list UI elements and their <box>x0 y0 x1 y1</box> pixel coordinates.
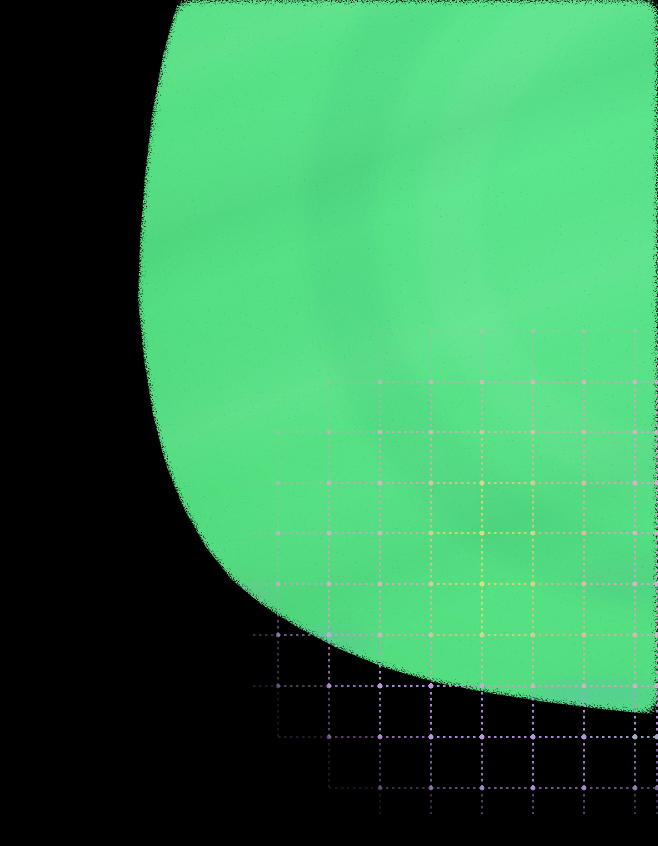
grid-node <box>429 531 433 535</box>
grid-node <box>633 633 637 637</box>
grid-node <box>429 329 433 333</box>
grid-node <box>429 633 433 637</box>
grid-node <box>480 582 484 586</box>
grid-node <box>655 582 658 586</box>
grid-node <box>531 531 535 535</box>
grid-node <box>633 735 637 739</box>
grid-node <box>480 786 484 790</box>
grid-node <box>531 430 535 434</box>
grid-node <box>327 380 331 384</box>
grid-node <box>276 582 280 586</box>
grid-node <box>582 329 586 333</box>
grid-node <box>429 786 433 790</box>
grid-node <box>633 582 637 586</box>
grid-node <box>327 531 331 535</box>
grid-node <box>378 684 382 688</box>
grid-node <box>480 380 484 384</box>
grid-node <box>531 481 535 485</box>
grid-node <box>633 531 637 535</box>
grid-node <box>633 380 637 384</box>
grid-node <box>582 380 586 384</box>
grid-node <box>378 531 382 535</box>
grid-node <box>531 633 535 637</box>
grid-node <box>582 633 586 637</box>
grid-node <box>655 329 658 333</box>
grid-node <box>378 633 382 637</box>
grid-node <box>633 786 637 790</box>
grid-node <box>531 684 535 688</box>
grid-node <box>378 735 382 739</box>
grid-node <box>327 735 331 739</box>
grid-node <box>276 430 280 434</box>
grid-node <box>378 380 382 384</box>
grid-node <box>655 633 658 637</box>
grid-node <box>429 430 433 434</box>
grid-node <box>276 684 280 688</box>
grid-node <box>327 684 331 688</box>
grid-node <box>378 430 382 434</box>
grid-node <box>531 582 535 586</box>
grid-node <box>582 684 586 688</box>
grid-node <box>327 633 331 637</box>
grid-node <box>276 481 280 485</box>
grid-node <box>633 430 637 434</box>
grid-node <box>531 786 535 790</box>
grid-node <box>655 735 658 739</box>
grid-node <box>327 481 331 485</box>
grid-node <box>429 481 433 485</box>
grid-node <box>276 633 280 637</box>
grid-node <box>655 380 658 384</box>
grid-node <box>655 684 658 688</box>
grid-node <box>429 380 433 384</box>
grid-node <box>633 481 637 485</box>
grid-node <box>429 582 433 586</box>
grid-node <box>480 430 484 434</box>
grid-node <box>480 684 484 688</box>
grid-node <box>480 481 484 485</box>
grid-node <box>655 786 658 790</box>
grid-node <box>531 329 535 333</box>
grid-node <box>582 582 586 586</box>
grid-node <box>480 633 484 637</box>
grid-node <box>655 430 658 434</box>
edge-bright-dither <box>128 0 658 724</box>
grid-overlay <box>253 329 658 814</box>
grid-node <box>633 684 637 688</box>
grid-node <box>480 329 484 333</box>
grid-node <box>327 582 331 586</box>
grid-node <box>633 329 637 333</box>
grid-node <box>531 380 535 384</box>
grid-node <box>276 531 280 535</box>
grid-node <box>480 735 484 739</box>
grid-node <box>655 531 658 535</box>
grid-node <box>582 786 586 790</box>
grid-node <box>582 531 586 535</box>
grid-node <box>378 582 382 586</box>
grid-node <box>327 430 331 434</box>
grid-node <box>531 735 535 739</box>
grid-node <box>378 481 382 485</box>
grid-node <box>429 684 433 688</box>
grid-node <box>480 531 484 535</box>
grid-node <box>655 481 658 485</box>
grid-node <box>378 786 382 790</box>
grid-node <box>582 430 586 434</box>
grid-node <box>582 735 586 739</box>
grid-node <box>429 735 433 739</box>
grid-node <box>582 481 586 485</box>
